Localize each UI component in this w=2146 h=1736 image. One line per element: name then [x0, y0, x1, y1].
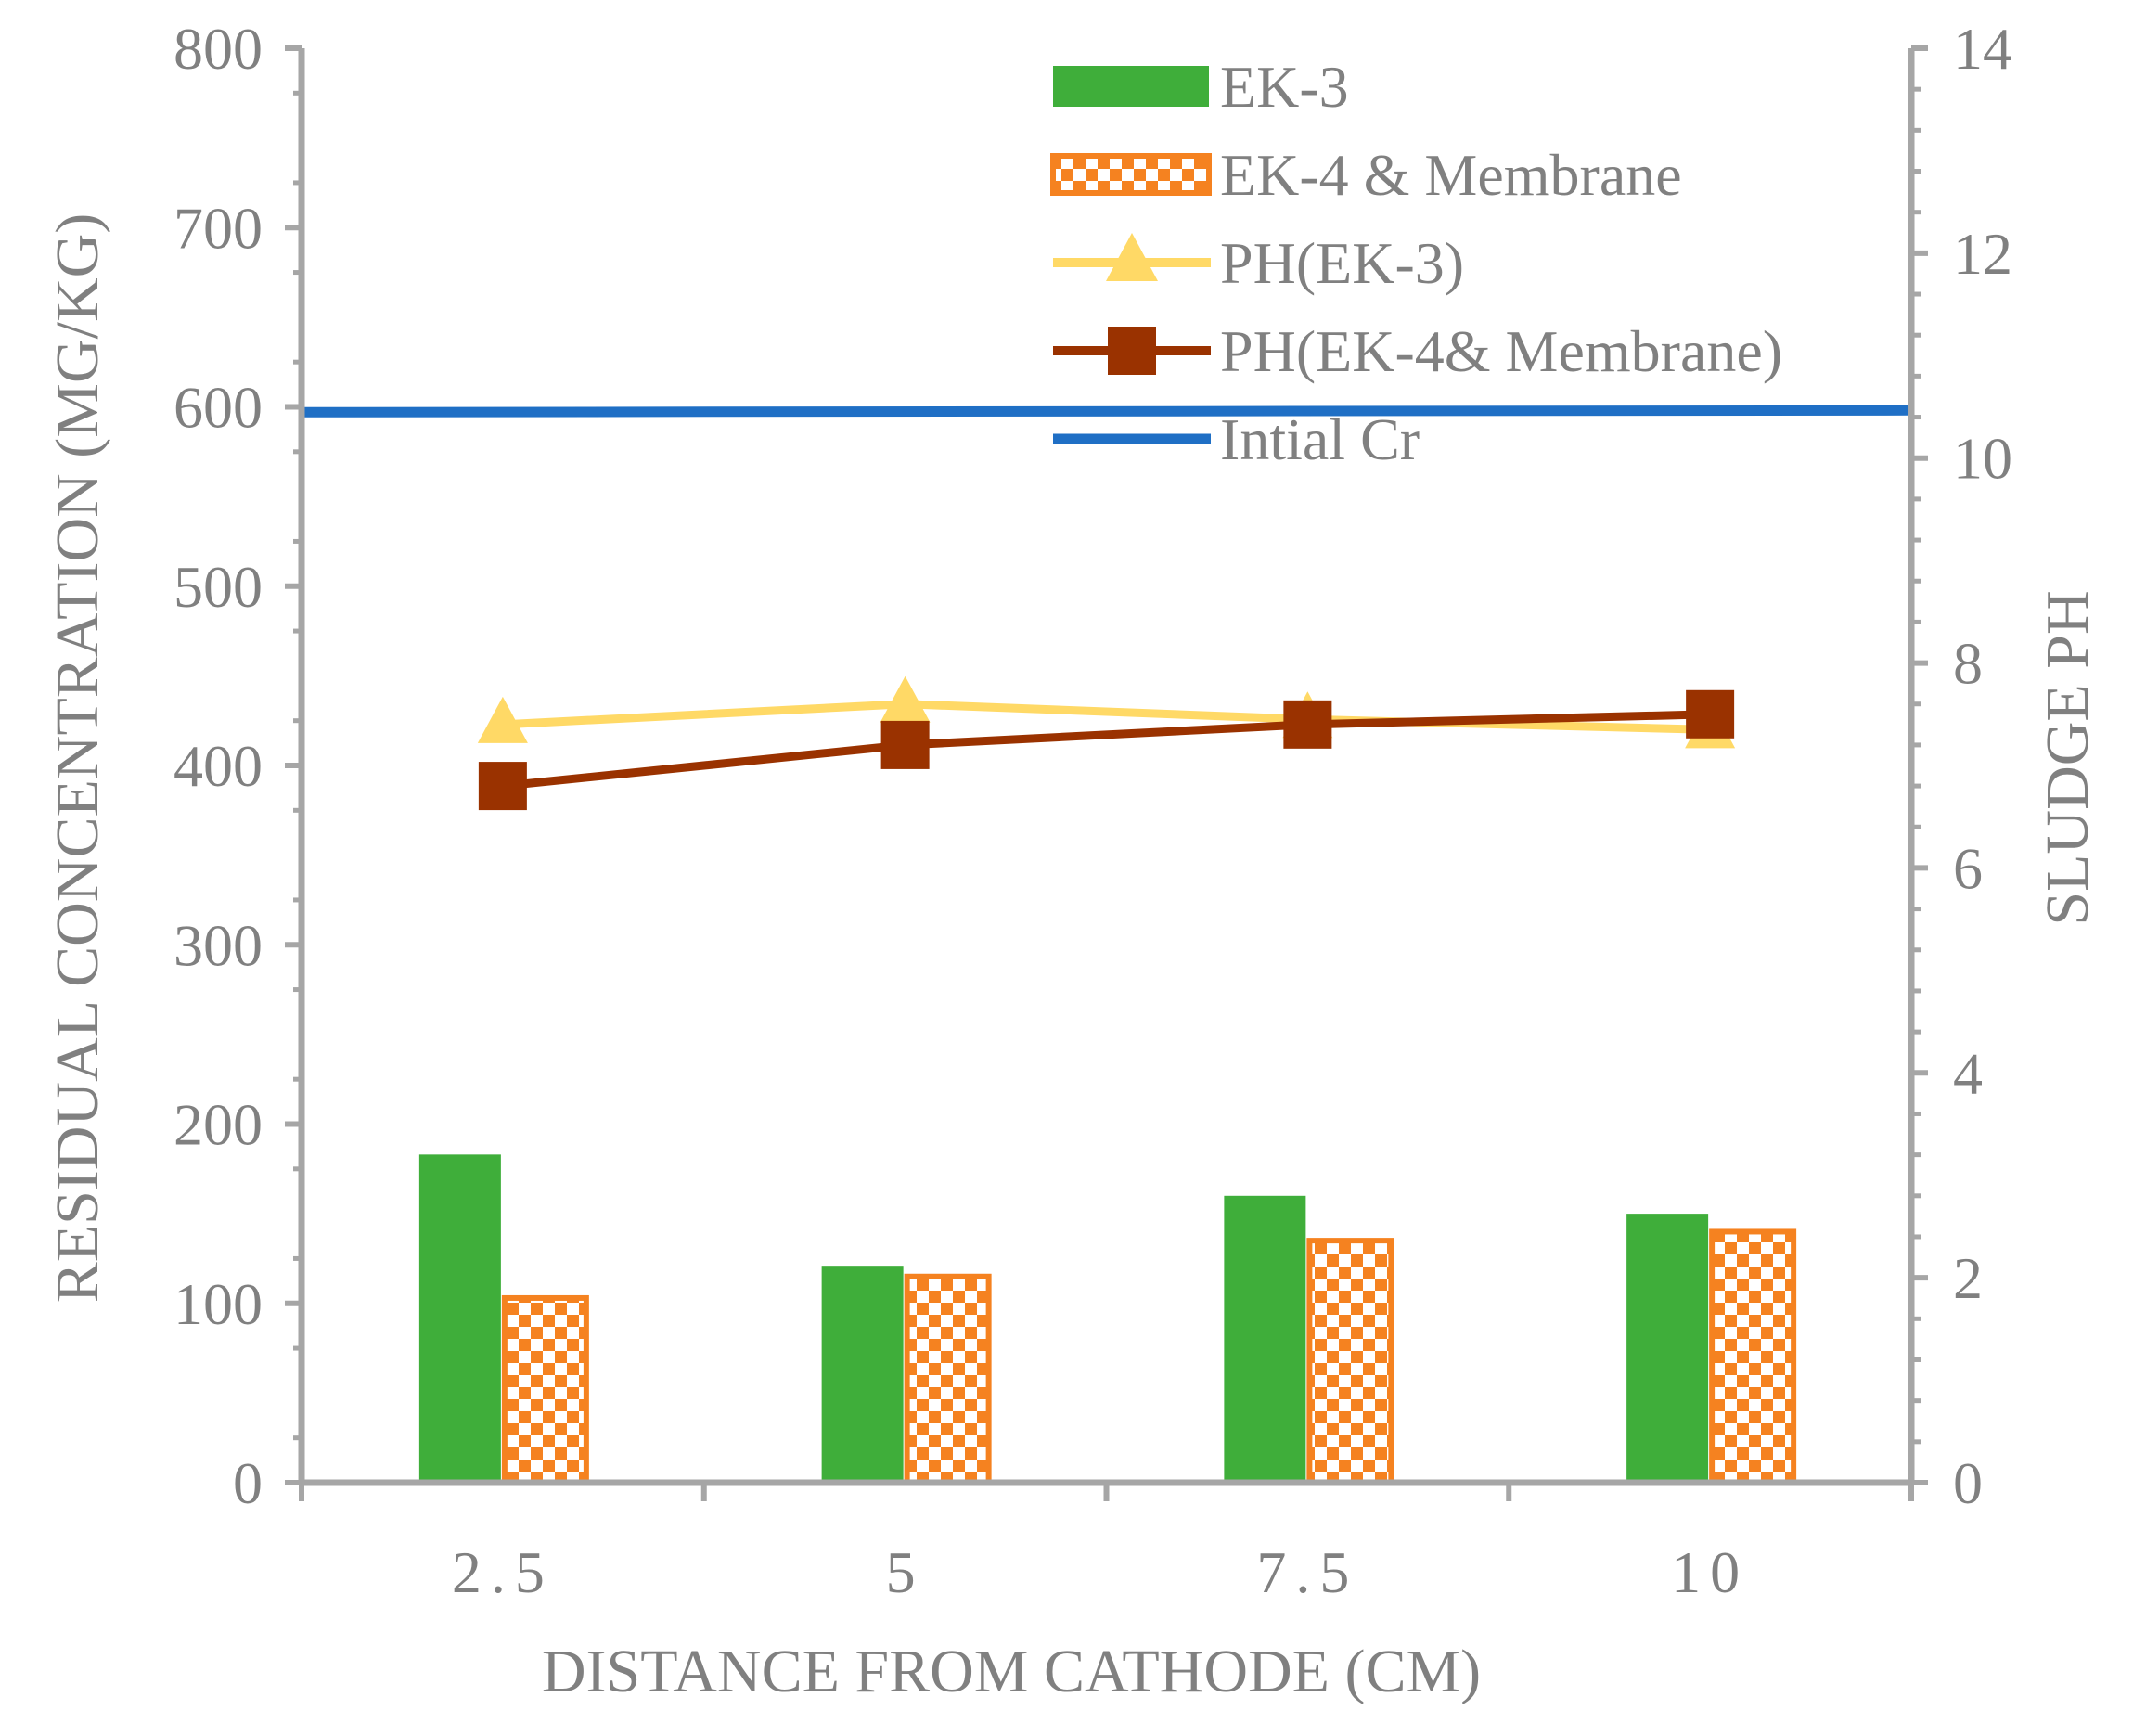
ph-ek3-line	[502, 700, 1711, 734]
legend-label-initial-cr: Intial Cr	[1220, 406, 1420, 472]
legend-swatch-ph-ek4-marker	[1108, 327, 1156, 375]
y-tick-label: 200	[173, 1092, 263, 1158]
y2-tick-label: 2	[1953, 1245, 1983, 1311]
bar-ek3	[821, 1266, 904, 1483]
y2-tick-label: 10	[1953, 426, 2012, 492]
y2-tick-label: 14	[1953, 16, 2012, 82]
y2-tick-label: 12	[1953, 221, 2012, 287]
y2-tick-label: 0	[1953, 1450, 1983, 1516]
y2-tick-label: 4	[1953, 1040, 1983, 1106]
ph-ek4-membrane-point	[478, 762, 527, 811]
legend-label-ek4-membrane: EK-4 & Membrane	[1220, 142, 1682, 208]
initial-cr-line	[301, 405, 1912, 418]
x-tick-label: 2.5	[452, 1539, 554, 1605]
x-tick-label: 7.5	[1256, 1539, 1358, 1605]
ph-ek4-membrane-line	[502, 710, 1711, 791]
legend-label-ph-ek3: PH(EK-3)	[1220, 230, 1464, 296]
legend: EK-3 EK-4 & Membrane PH(EK-3) PH(EK-4& Memb…	[1050, 54, 1782, 472]
legend-swatch-ek3	[1053, 66, 1209, 107]
legend-swatch-ek4-membrane	[1050, 153, 1212, 196]
y2-tick-label: 8	[1953, 631, 1983, 697]
axes: 0 100 200 300 400 500 600 700 800 0 2 4 6 8 10 12 14 2.5 5…	[173, 16, 2012, 1605]
ph-ek3-point	[477, 696, 528, 743]
y-axis-title: RESIDUAL CONCENTRATION (MG/KG)	[44, 213, 111, 1304]
plot-area	[301, 405, 1912, 1486]
y-tick-label: 400	[173, 733, 263, 799]
ph-ek4-membrane-point	[1686, 689, 1735, 739]
y-tick-label: 800	[173, 16, 263, 82]
legend-label-ph-ek4-membrane: PH(EK-4& Membrane)	[1220, 318, 1782, 384]
y2-axis-title: SLUDGE PH	[2034, 590, 2101, 925]
ph-ek3-point	[880, 675, 931, 723]
bar-ek4-membrane	[904, 1273, 992, 1485]
y-tick-label: 300	[173, 912, 263, 978]
x-tick-label: 10	[1671, 1539, 1749, 1605]
x-tick-label: 5	[886, 1539, 925, 1605]
y-tick-label: 100	[173, 1271, 263, 1337]
y-tick-label: 600	[173, 375, 263, 441]
legend-swatch-ph-ek3-marker	[1106, 233, 1158, 281]
y-tick-label: 500	[173, 554, 263, 620]
bar-ek3	[1224, 1195, 1306, 1483]
x-axis-title: DISTANCE FROM CATHODE (CM)	[542, 1638, 1481, 1705]
ph-ek4-membrane-point	[880, 720, 930, 769]
y2-tick-label: 6	[1953, 835, 1983, 901]
ph-ek4-membrane-point	[1283, 700, 1332, 749]
bar-ek3	[1626, 1214, 1709, 1483]
legend-label-ek3: EK-3	[1220, 54, 1349, 120]
bar-ek4-membrane	[501, 1294, 589, 1486]
bar-ek4-membrane	[1306, 1238, 1394, 1486]
bar-ek4-membrane	[1709, 1228, 1797, 1485]
y-tick-label: 0	[233, 1450, 263, 1516]
bar-ek3	[418, 1154, 501, 1483]
y-tick-label: 700	[173, 195, 263, 261]
